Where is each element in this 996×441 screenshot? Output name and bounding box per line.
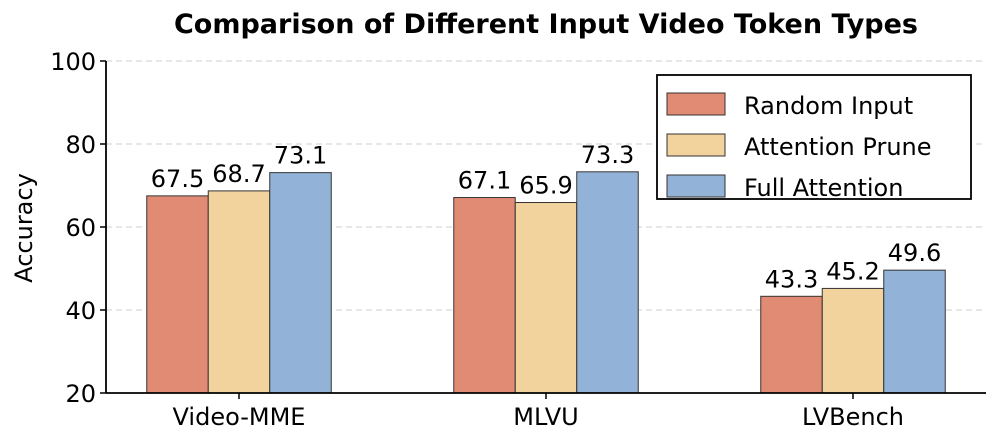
y-tick-label: 40 [65, 297, 96, 325]
data-label: 73.1 [274, 142, 327, 170]
bar-random-input-2 [760, 295, 823, 394]
bar-full-attention-1 [576, 171, 639, 394]
x-tick-label: LVBench [802, 403, 904, 431]
legend: Random Input Attention Prune Full Attentio… [656, 74, 972, 202]
y-tick-label: 20 [65, 380, 96, 408]
bar-random-input-0 [146, 195, 209, 394]
data-label: 43.3 [765, 265, 818, 293]
data-label: 67.1 [458, 167, 511, 195]
legend-swatch [666, 133, 726, 157]
y-tick-label: 80 [65, 131, 96, 159]
legend-label: Random Input [744, 92, 913, 120]
bar-full-attention-2 [883, 269, 946, 394]
y-tick-label: 100 [50, 48, 96, 76]
x-tick-label: Video-MME [173, 403, 306, 431]
bar-attention-prune-0 [207, 190, 271, 394]
x-tick-label: MLVU [513, 403, 578, 431]
data-label: 73.3 [581, 141, 634, 169]
axes: 20 40 60 80 100 Video-MME MLVU LVBench [50, 48, 986, 431]
legend-swatch [666, 174, 726, 198]
legend-label: Attention Prune [744, 133, 932, 161]
data-labels: 67.5 68.7 73.1 67.1 65.9 73.3 43.3 45.2 49.6 [151, 141, 941, 294]
bar-random-input-1 [453, 197, 516, 394]
y-axis-label: Accuracy [10, 173, 38, 283]
data-label: 67.5 [151, 165, 204, 193]
bars [146, 171, 946, 394]
bar-attention-prune-2 [821, 287, 885, 394]
data-label: 49.6 [888, 239, 941, 267]
data-label: 68.7 [212, 160, 265, 188]
chart-title: Comparison of Different Input Video Toke… [174, 9, 918, 40]
data-label: 45.2 [826, 257, 879, 285]
data-label: 65.9 [519, 172, 572, 200]
legend-label: Full Attention [744, 174, 903, 202]
legend-swatch [666, 92, 726, 116]
y-tick-label: 60 [65, 214, 96, 242]
bar-attention-prune-1 [514, 202, 578, 394]
bar-full-attention-0 [269, 172, 332, 394]
